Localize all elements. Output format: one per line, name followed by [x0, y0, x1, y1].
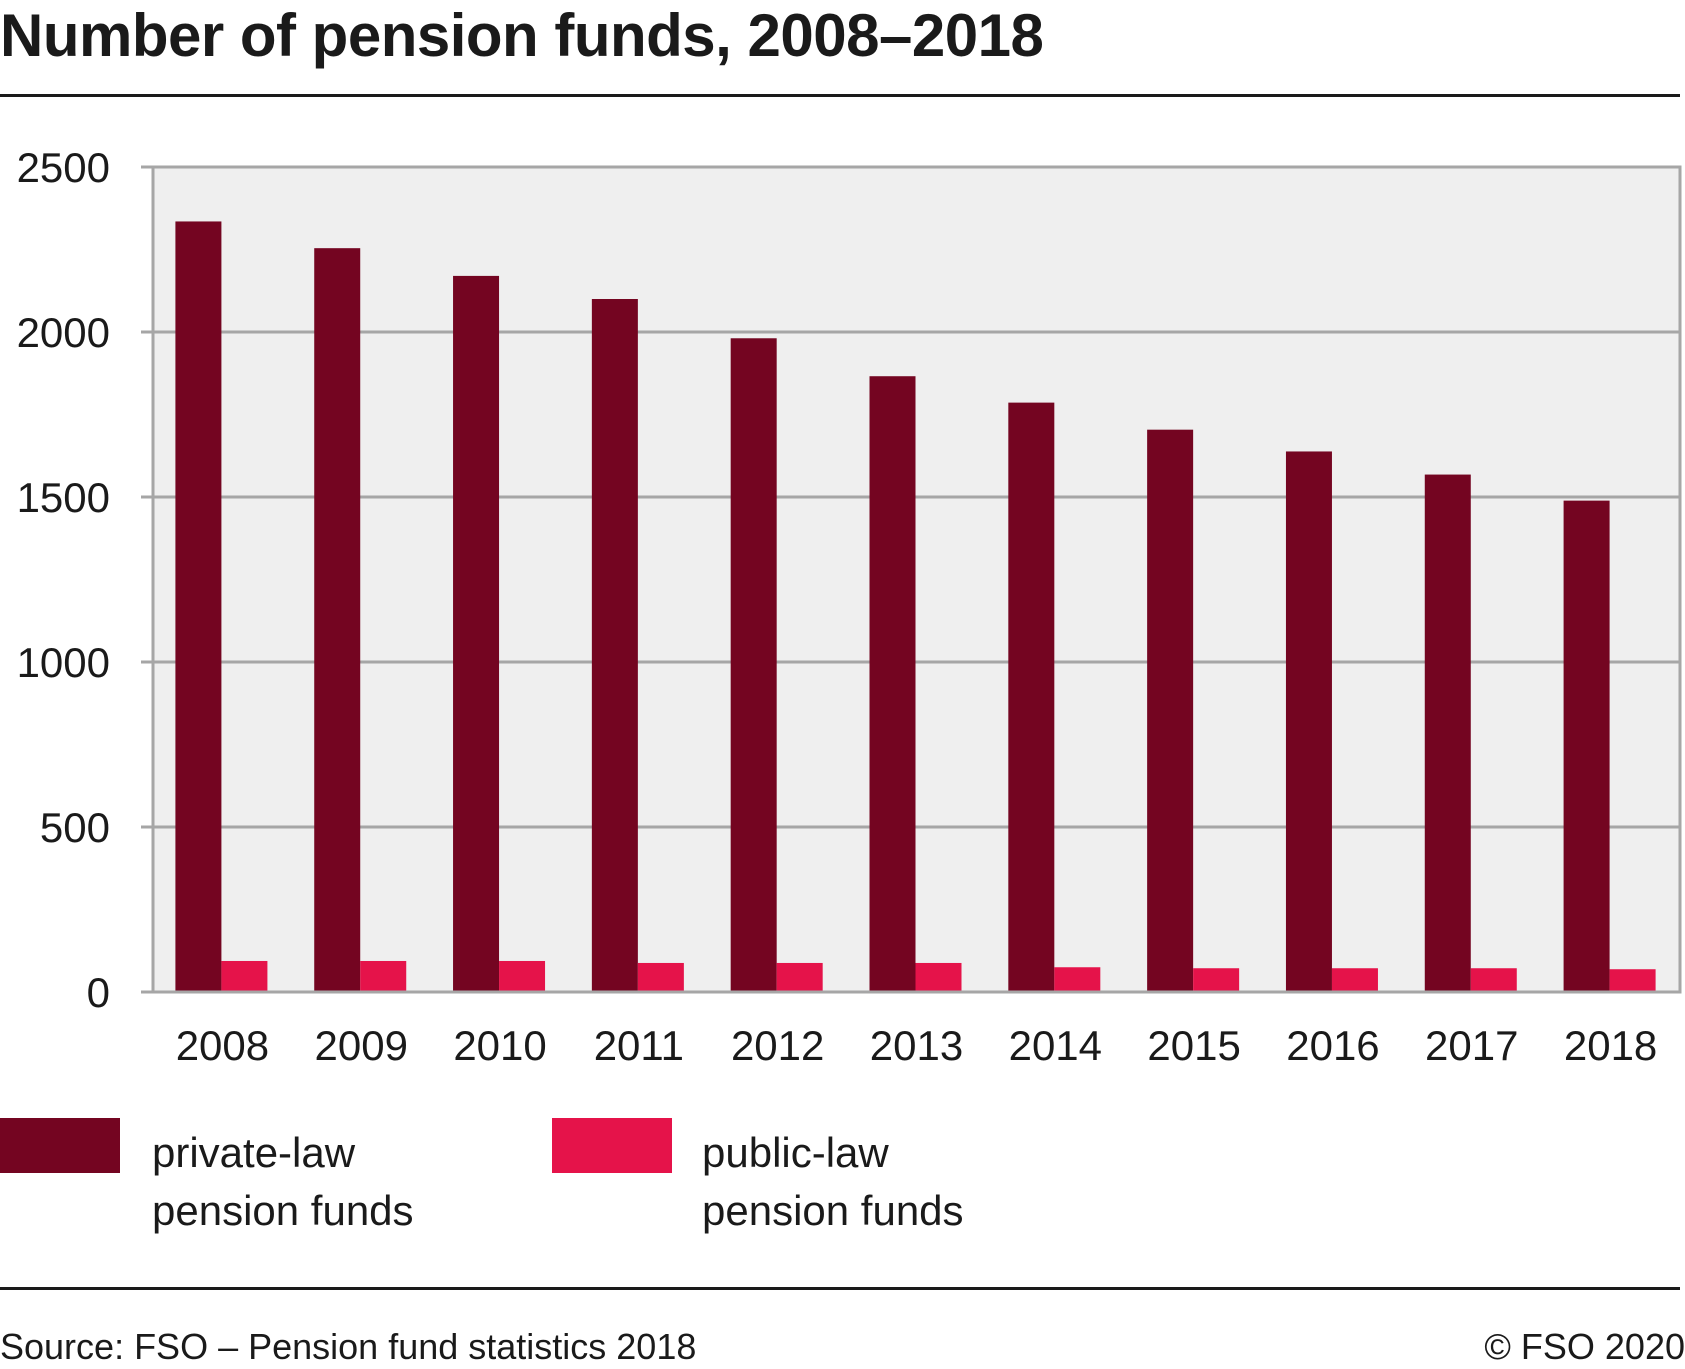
- y-tick-label: 1000: [17, 639, 110, 686]
- x-tick-label: 2018: [1564, 1022, 1657, 1069]
- legend-label-private-line2: pension funds: [152, 1187, 414, 1234]
- legend-label-private: private-law pension funds: [152, 1124, 572, 1240]
- bar-private-law: [1563, 500, 1610, 992]
- bar-public-law: [499, 960, 546, 992]
- bar-public-law: [1331, 968, 1378, 992]
- bar-public-law: [1054, 967, 1101, 992]
- bar-public-law: [915, 962, 962, 992]
- bar-private-law: [175, 221, 222, 992]
- x-tick-label: 2011: [594, 1022, 684, 1069]
- bar-private-law: [869, 376, 916, 993]
- bar-private-law: [1285, 451, 1332, 993]
- bar-private-law: [1147, 429, 1194, 992]
- copyright-note: © FSO 2020: [1484, 1326, 1685, 1367]
- y-tick-label: 1500: [17, 474, 110, 521]
- bar-private-law: [591, 299, 638, 992]
- bar-private-law: [730, 338, 777, 992]
- legend-swatch-private: [0, 1118, 120, 1173]
- source-note: Source: FSO – Pension fund statistics 20…: [0, 1326, 697, 1367]
- legend-label-public: public-law pension funds: [702, 1124, 1122, 1240]
- x-tick-label: 2012: [731, 1022, 824, 1069]
- x-tick-label: 2009: [315, 1022, 408, 1069]
- bar-private-law: [453, 275, 500, 992]
- footer-rule: [0, 1287, 1680, 1290]
- x-tick-label: 2016: [1286, 1022, 1379, 1069]
- bar-private-law: [1424, 474, 1471, 992]
- y-tick-label: 500: [40, 804, 110, 851]
- y-tick-label: 2000: [17, 309, 110, 356]
- x-tick-label: 2010: [453, 1022, 546, 1069]
- bar-private-law: [1008, 402, 1055, 992]
- chart-title: Number of pension funds, 2008–2018: [0, 2, 1044, 69]
- y-tick-label: 2500: [17, 144, 110, 191]
- bar-public-law: [360, 960, 407, 992]
- x-tick-label: 2017: [1425, 1022, 1518, 1069]
- bar-public-law: [1470, 968, 1517, 992]
- y-tick-label: 0: [87, 969, 110, 1016]
- x-tick-label: 2015: [1147, 1022, 1240, 1069]
- x-tick-label: 2013: [870, 1022, 963, 1069]
- bar-public-law: [776, 962, 823, 992]
- title-rule: [0, 94, 1680, 97]
- bar-public-law: [1609, 969, 1656, 992]
- x-tick-label: 2014: [1009, 1022, 1102, 1069]
- legend-label-public-line1: public-law: [702, 1129, 889, 1176]
- x-tick-label: 2008: [176, 1022, 269, 1069]
- legend-label-public-line2: pension funds: [702, 1187, 964, 1234]
- bar-public-law: [637, 962, 684, 992]
- bar-chart: 0 500 1000 1500 2000 2500 2008 2009 2010 2011 2012…: [17, 144, 1682, 1069]
- bar-public-law: [1193, 968, 1240, 992]
- legend-swatch-public: [552, 1118, 672, 1173]
- bar-public-law: [221, 960, 268, 992]
- legend-label-private-line1: private-law: [152, 1129, 356, 1176]
- bar-private-law: [314, 248, 361, 992]
